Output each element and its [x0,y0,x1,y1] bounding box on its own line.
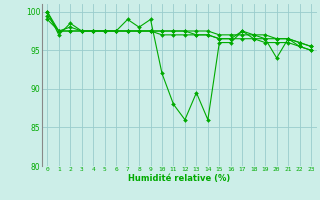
X-axis label: Humidité relative (%): Humidité relative (%) [128,174,230,183]
